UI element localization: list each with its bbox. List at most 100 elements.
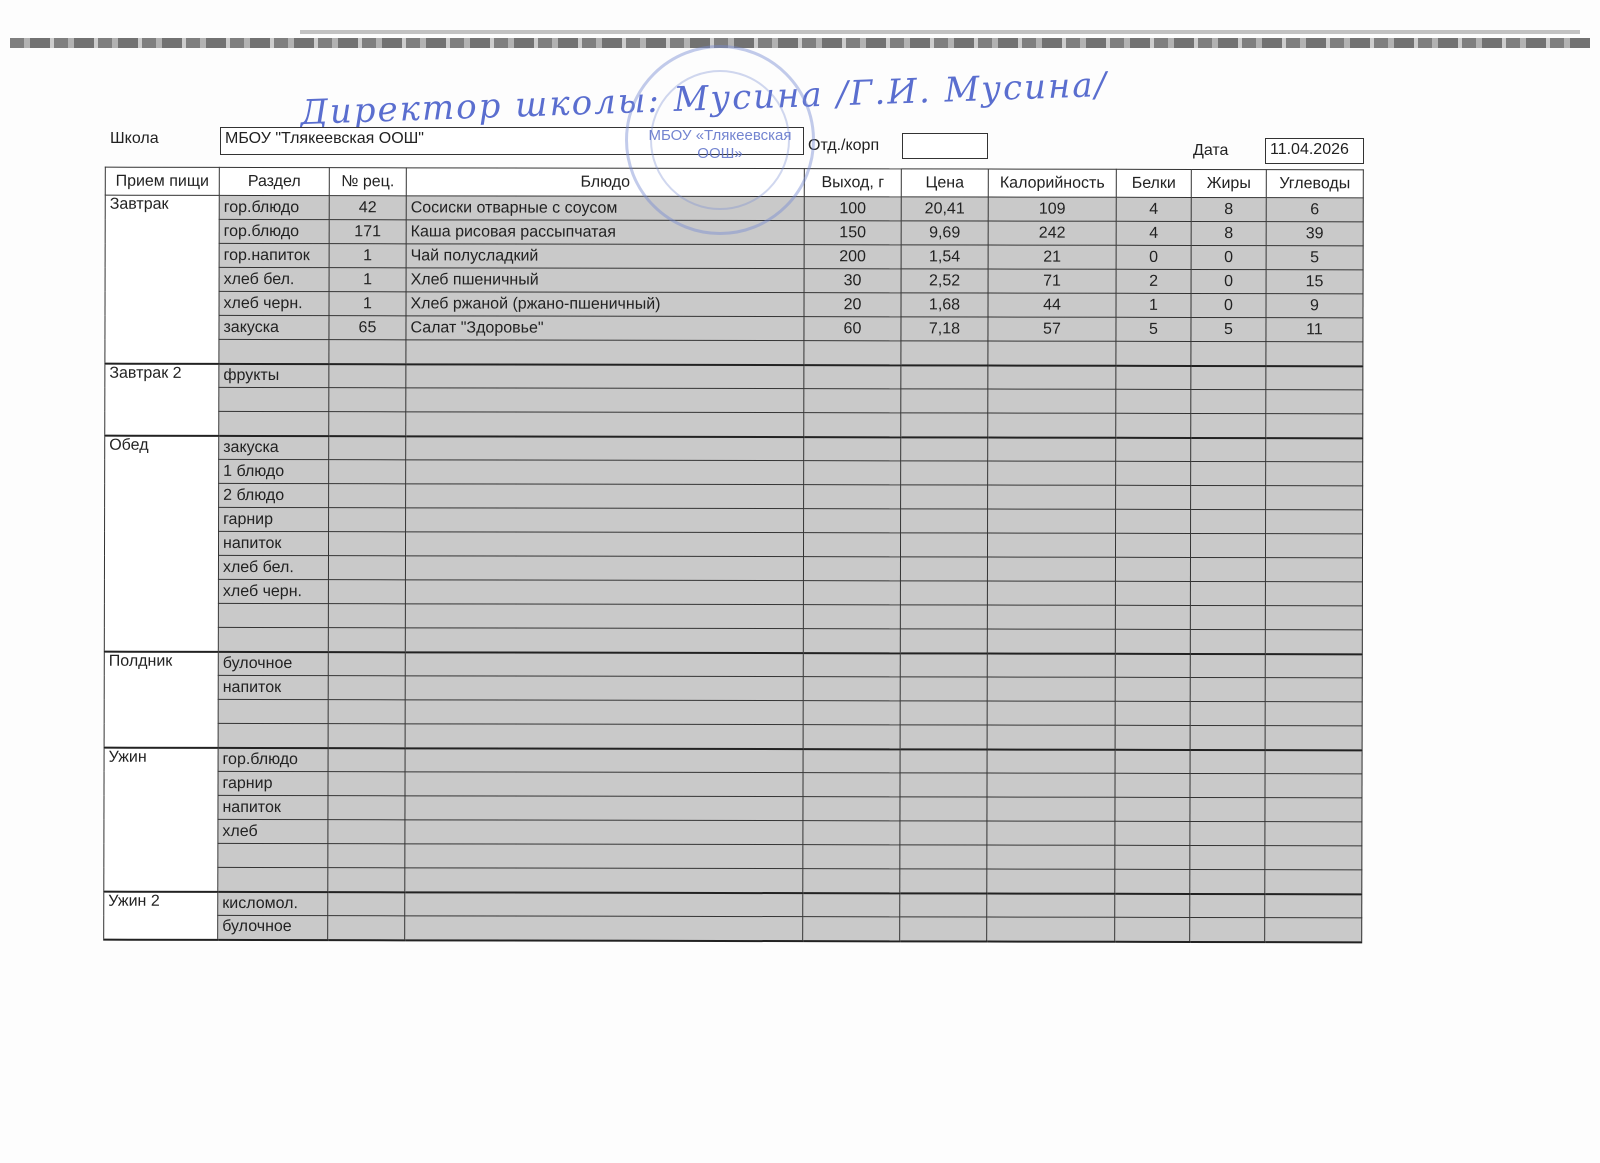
- school-value: МБОУ "Тлякеевская ООШ": [225, 130, 424, 147]
- cell-section: [218, 387, 329, 412]
- cell-recipe-no: [327, 771, 406, 796]
- cell-recipe-no: [327, 891, 405, 916]
- cell-yield: [802, 844, 900, 869]
- cell-carbs: [1265, 557, 1363, 582]
- cell-proteins: [1115, 629, 1191, 654]
- cell-calories: 71: [988, 269, 1117, 294]
- cell-yield: [802, 916, 900, 941]
- cell-price: 9,69: [901, 220, 989, 246]
- cell-proteins: [1115, 365, 1191, 390]
- cell-dish: Чай полусладкий: [406, 243, 805, 269]
- table-row: [104, 867, 1362, 894]
- cell-recipe-no: 65: [328, 315, 406, 340]
- table-row: хлеб черн. 1 Хлеб ржаной (ржано-пшеничный)…: [105, 291, 1364, 318]
- cell-section: хлеб бел.: [218, 555, 329, 580]
- cell-yield: [803, 628, 901, 653]
- cell-proteins: [1115, 485, 1191, 510]
- cell-carbs: [1265, 365, 1363, 390]
- cell-calories: [987, 485, 1116, 510]
- cell-fats: [1189, 893, 1265, 918]
- cell-yield: [803, 700, 901, 725]
- cell-dish: [405, 723, 804, 749]
- cell-recipe-no: [328, 603, 406, 628]
- cell-dish: [405, 531, 804, 557]
- cell-price: [900, 580, 988, 606]
- cell-calories: 109: [988, 197, 1117, 222]
- cell-recipe-no: [328, 747, 406, 772]
- cell-fats: [1190, 629, 1266, 654]
- table-row: Полдник булочное: [104, 651, 1363, 748]
- cell-section: [218, 603, 329, 628]
- cell-dish: [405, 459, 804, 485]
- cell-yield: [802, 868, 900, 893]
- table-row: Ужин гор.блюдо: [103, 747, 1363, 892]
- table-row: [105, 339, 1363, 366]
- cell-proteins: [1115, 557, 1191, 582]
- cell-section: гарнир: [217, 771, 329, 796]
- meal-name: Завтрак 2: [104, 363, 219, 436]
- cell-dish: [405, 555, 804, 581]
- meal-name: Ужин: [103, 747, 219, 892]
- cell-dish: [405, 699, 804, 725]
- cell-recipe-no: [328, 435, 406, 460]
- cell-calories: [986, 773, 1116, 798]
- dept-label: Отд./корп: [808, 137, 880, 154]
- cell-section: 2 блюдо: [218, 483, 329, 508]
- cell-section: напиток: [217, 795, 328, 820]
- cell-yield: [803, 724, 901, 749]
- cell-calories: [987, 437, 1116, 462]
- cell-carbs: [1265, 389, 1363, 414]
- column-header-recipe-no: № рец.: [329, 167, 407, 196]
- cell-price: [899, 916, 987, 942]
- cell-recipe-no: [328, 723, 406, 748]
- cell-fats: [1190, 605, 1266, 630]
- cell-recipe-no: 1: [328, 291, 407, 316]
- cell-yield: [803, 340, 901, 365]
- table-row: 1 блюдо: [105, 459, 1363, 486]
- cell-proteins: 4: [1116, 221, 1192, 246]
- cell-proteins: [1114, 773, 1191, 798]
- cell-recipe-no: [328, 363, 406, 388]
- cell-carbs: 15: [1266, 269, 1364, 294]
- cell-calories: [987, 533, 1116, 558]
- cell-proteins: [1114, 917, 1190, 942]
- cell-section: [218, 627, 329, 652]
- table-row: Завтрак гор.блюдо 42 Сосиски отварные с соу…: [104, 195, 1364, 364]
- stamp-text: МБОУ: [648, 127, 692, 144]
- table-row: [104, 627, 1363, 654]
- cell-calories: [987, 701, 1116, 726]
- cell-proteins: [1115, 749, 1191, 774]
- cell-dish: [405, 363, 804, 389]
- cell-section: [218, 411, 329, 436]
- cell-carbs: 6: [1266, 197, 1364, 222]
- cell-dish: [405, 651, 804, 677]
- cell-carbs: [1265, 701, 1363, 726]
- cell-carbs: 11: [1265, 317, 1363, 342]
- cell-fats: [1189, 797, 1265, 822]
- cell-calories: [987, 413, 1116, 438]
- column-header-dish: Блюдо: [406, 167, 805, 197]
- cell-recipe-no: [328, 579, 406, 604]
- cell-recipe-no: [327, 795, 405, 820]
- cell-dish: Сосиски отварные с соусом: [406, 195, 805, 221]
- cell-price: 7,18: [900, 316, 988, 342]
- table-row: [104, 723, 1363, 750]
- cell-fats: [1190, 701, 1266, 726]
- cell-price: [900, 556, 988, 582]
- cell-recipe-no: [328, 531, 406, 556]
- cell-fats: 0: [1190, 293, 1267, 318]
- cell-section: булочное: [217, 915, 328, 940]
- cell-proteins: [1115, 341, 1191, 366]
- cell-dish: [404, 819, 803, 845]
- cell-calories: [986, 917, 1115, 942]
- cell-recipe-no: [327, 843, 405, 868]
- cell-price: 20,41: [901, 196, 989, 222]
- cell-yield: [803, 484, 901, 509]
- cell-proteins: [1115, 533, 1191, 558]
- cell-carbs: [1265, 413, 1363, 438]
- cell-recipe-no: [328, 387, 406, 412]
- cell-price: [900, 676, 988, 702]
- stamp-text: ООШ»: [697, 145, 743, 162]
- cell-proteins: [1115, 677, 1191, 702]
- cell-fats: [1190, 461, 1266, 486]
